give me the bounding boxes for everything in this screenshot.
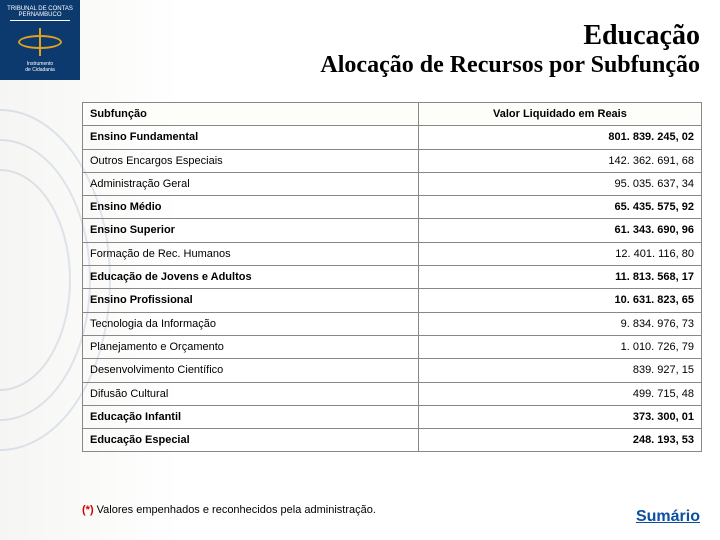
row-label: Ensino Médio [83, 196, 419, 219]
summary-link[interactable]: Sumário [636, 508, 700, 526]
table-row: Educação Especial248. 193, 53 [83, 429, 702, 452]
row-value: 142. 362. 691, 68 [418, 149, 701, 172]
table-row: Difusão Cultural499. 715, 48 [83, 382, 702, 405]
row-label: Tecnologia da Informação [83, 312, 419, 335]
table-row: Tecnologia da Informação9. 834. 976, 73 [83, 312, 702, 335]
sidebar-badge: TRIBUNAL DE CONTAS PERNAMBUCO Instrument… [0, 0, 80, 80]
row-label: Educação Especial [83, 429, 419, 452]
row-value: 12. 401. 116, 80 [418, 242, 701, 265]
row-value: 11. 813. 568, 17 [418, 266, 701, 289]
row-label: Administração Geral [83, 172, 419, 195]
table-row: Educação de Jovens e Adultos11. 813. 568… [83, 266, 702, 289]
row-label: Planejamento e Orçamento [83, 335, 419, 358]
col-header-subfuncao: Subfunção [83, 103, 419, 126]
col-header-valor: Valor Liquidado em Reais [418, 103, 701, 126]
row-label: Ensino Superior [83, 219, 419, 242]
page-title: Educação Alocação de Recursos por Subfun… [320, 20, 700, 79]
badge-sub: Instrumentode Cidadania [0, 61, 80, 73]
badge-divider [10, 20, 70, 21]
row-label: Desenvolvimento Científico [83, 359, 419, 382]
title-line-2: Alocação de Recursos por Subfunção [320, 52, 700, 79]
row-value: 65. 435. 575, 92 [418, 196, 701, 219]
table-row: Administração Geral95. 035. 637, 34 [83, 172, 702, 195]
row-value: 839. 927, 15 [418, 359, 701, 382]
allocation-table: Subfunção Valor Liquidado em Reais Ensin… [82, 102, 702, 452]
row-label: Educação de Jovens e Adultos [83, 266, 419, 289]
row-label: Formação de Rec. Humanos [83, 242, 419, 265]
row-label: Educação Infantil [83, 405, 419, 428]
table-row: Outros Encargos Especiais142. 362. 691, … [83, 149, 702, 172]
row-value: 801. 839. 245, 02 [418, 126, 701, 149]
row-value: 373. 300, 01 [418, 405, 701, 428]
table-row: Ensino Profissional10. 631. 823, 65 [83, 289, 702, 312]
footnote: (*) Valores empenhados e reconhecidos pe… [82, 504, 376, 516]
row-value: 248. 193, 53 [418, 429, 701, 452]
footnote-marker: (*) [82, 504, 94, 516]
table-row: Formação de Rec. Humanos12. 401. 116, 80 [83, 242, 702, 265]
badge-logo-icon [18, 27, 62, 57]
table-row: Planejamento e Orçamento1. 010. 726, 79 [83, 335, 702, 358]
row-value: 1. 010. 726, 79 [418, 335, 701, 358]
row-label: Difusão Cultural [83, 382, 419, 405]
table-row: Desenvolvimento Científico839. 927, 15 [83, 359, 702, 382]
row-value: 9. 834. 976, 73 [418, 312, 701, 335]
badge-text-2: PERNAMBUCO [0, 12, 80, 18]
table-row: Ensino Superior61. 343. 690, 96 [83, 219, 702, 242]
title-line-1: Educação [320, 20, 700, 52]
table-row: Ensino Médio65. 435. 575, 92 [83, 196, 702, 219]
row-value: 10. 631. 823, 65 [418, 289, 701, 312]
table-row: Educação Infantil373. 300, 01 [83, 405, 702, 428]
footnote-text: Valores empenhados e reconhecidos pela a… [94, 504, 376, 516]
row-label: Ensino Profissional [83, 289, 419, 312]
row-value: 499. 715, 48 [418, 382, 701, 405]
row-label: Ensino Fundamental [83, 126, 419, 149]
row-value: 61. 343. 690, 96 [418, 219, 701, 242]
row-label: Outros Encargos Especiais [83, 149, 419, 172]
table-row: Ensino Fundamental801. 839. 245, 02 [83, 126, 702, 149]
row-value: 95. 035. 637, 34 [418, 172, 701, 195]
